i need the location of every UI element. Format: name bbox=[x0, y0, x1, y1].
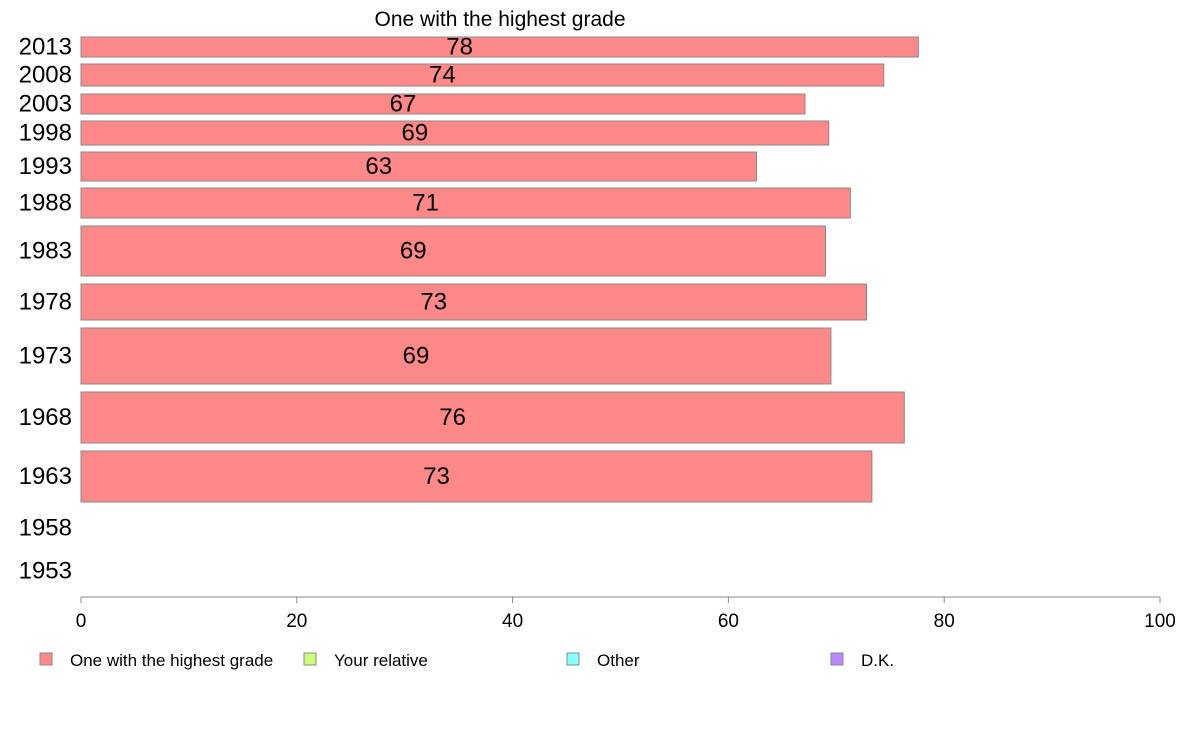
bar-value-label: 69 bbox=[403, 343, 430, 370]
bars-group: 2013 78 2008 74 2003 67 1998 69 1993 63 1988 71 1983… bbox=[19, 34, 919, 585]
bar bbox=[80, 93, 806, 115]
legend-swatch bbox=[830, 652, 844, 666]
x-tick-label: 60 bbox=[718, 611, 739, 632]
y-tick-label: 1993 bbox=[19, 153, 72, 180]
x-tick-label: 20 bbox=[286, 611, 307, 632]
y-tick-label: 1963 bbox=[19, 463, 72, 490]
y-tick-label: 1973 bbox=[19, 343, 72, 370]
bar bbox=[80, 391, 905, 444]
bar-value-label: 63 bbox=[365, 153, 392, 180]
bar-value-label: 73 bbox=[423, 463, 450, 490]
legend-swatch bbox=[303, 652, 317, 666]
y-tick-label: 1953 bbox=[19, 558, 72, 585]
y-tick-label: 1978 bbox=[19, 289, 72, 316]
chart-title: One with the highest grade bbox=[375, 8, 626, 31]
y-tick-label: 2008 bbox=[19, 62, 72, 89]
bar-value-label: 67 bbox=[390, 91, 417, 118]
legend-label: One with the highest grade bbox=[70, 651, 273, 670]
legend-label: Other bbox=[597, 651, 640, 670]
bar bbox=[80, 151, 757, 182]
legend-swatch bbox=[566, 652, 580, 666]
x-axis: 0 20 40 60 80 100 bbox=[76, 596, 1176, 632]
y-tick-label: 2003 bbox=[19, 91, 72, 118]
bar bbox=[80, 63, 885, 87]
bar-value-label: 71 bbox=[412, 190, 439, 217]
y-tick-label: 1998 bbox=[19, 120, 72, 147]
bar bbox=[80, 327, 832, 385]
y-tick-label: 2013 bbox=[19, 34, 72, 61]
bar-value-label: 78 bbox=[446, 34, 473, 61]
legend: One with the highest grade Your relative O… bbox=[39, 651, 894, 670]
y-tick-label: 1988 bbox=[19, 190, 72, 217]
x-tick-label: 80 bbox=[934, 611, 955, 632]
bar-value-label: 69 bbox=[400, 238, 427, 265]
bar bbox=[80, 120, 830, 146]
bar-value-label: 76 bbox=[439, 404, 466, 431]
bar bbox=[80, 36, 919, 58]
bar bbox=[80, 283, 868, 321]
x-tick-label: 0 bbox=[76, 611, 87, 632]
legend-label: Your relative bbox=[334, 651, 428, 670]
bar-value-label: 74 bbox=[429, 62, 456, 89]
bar bbox=[80, 225, 827, 277]
bar bbox=[80, 450, 873, 503]
legend-label: D.K. bbox=[861, 651, 894, 670]
legend-swatch bbox=[39, 652, 53, 666]
y-tick-label: 1983 bbox=[19, 238, 72, 265]
y-tick-label: 1958 bbox=[19, 515, 72, 542]
bar-value-label: 69 bbox=[402, 120, 429, 147]
x-tick-label: 100 bbox=[1144, 611, 1176, 632]
x-tick-label: 40 bbox=[502, 611, 523, 632]
bar-value-label: 73 bbox=[420, 289, 447, 316]
bar bbox=[80, 187, 851, 219]
y-tick-label: 1968 bbox=[19, 404, 72, 431]
